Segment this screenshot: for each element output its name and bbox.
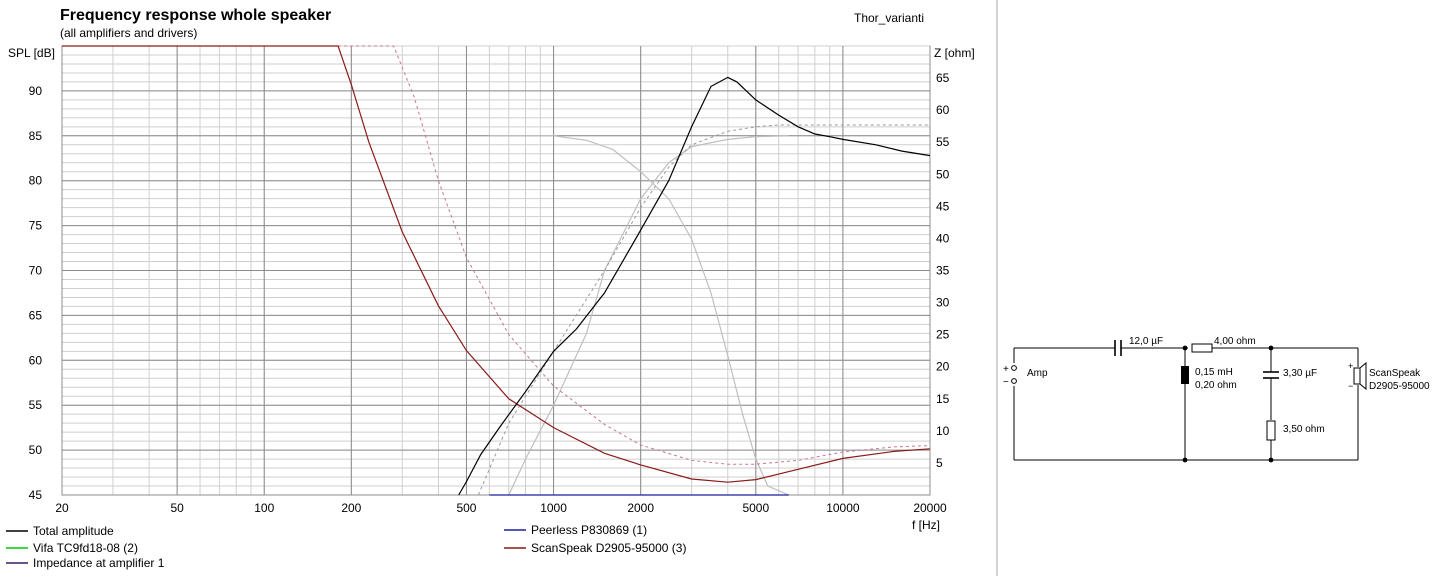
x-axis-label: f [Hz] xyxy=(912,518,940,532)
resistor-r1[interactable]: 4,00 ohm xyxy=(1191,336,1256,353)
y-tick-label: 50 xyxy=(29,443,43,457)
y-axis-label: SPL [dB] xyxy=(8,46,55,60)
driver-plus-sign: + xyxy=(1348,361,1353,371)
capacitor-c1-value: 12,0 µF xyxy=(1129,336,1163,347)
inductor-l1[interactable]: 0,15 mH 0,20 ohm xyxy=(1181,366,1237,391)
y2-tick-label: 25 xyxy=(936,328,950,342)
legend-label: Vifa TC9fd18-08 (2) xyxy=(33,541,138,555)
resistor-r2[interactable]: 3,50 ohm xyxy=(1266,420,1325,441)
y-tick-label: 85 xyxy=(29,129,43,143)
schematic-wires xyxy=(1013,347,1359,461)
legend: Total amplitude Peerless P830869 (1) Vifa … xyxy=(6,523,686,570)
x-tick-label: 20000 xyxy=(913,501,947,515)
junction-dot xyxy=(1268,457,1274,463)
y-tick-label: 80 xyxy=(29,174,43,188)
inductor-l1-value: 0,15 mH xyxy=(1195,367,1233,378)
series-scanspeak-response xyxy=(508,135,789,496)
amp-label: Amp xyxy=(1027,368,1048,379)
x-tick-label: 100 xyxy=(254,501,274,515)
y-tick-label: 45 xyxy=(29,488,43,502)
panel-divider[interactable] xyxy=(996,0,998,576)
y-tick-label: 65 xyxy=(29,308,43,322)
ticks-layer: 45 50 55 60 65 70 75 80 85 90 5 10 15 20 25 30 35 40 45 50 5… xyxy=(29,71,950,515)
chart-panel: Frequency response whole speaker (all am… xyxy=(6,7,975,570)
series-total-amplitude xyxy=(458,76,931,496)
y2-tick-label: 10 xyxy=(936,424,950,438)
frequency-response-chart: Frequency response whole speaker (all am… xyxy=(6,7,975,570)
y2-axis-label: Z [ohm] xyxy=(934,46,975,60)
x-tick-label: 1000 xyxy=(540,501,567,515)
y2-tick-label: 45 xyxy=(936,199,950,213)
series-impedance-scanspeak xyxy=(62,45,931,483)
y-tick-label: 55 xyxy=(29,398,43,412)
driver-model: D2905-95000 xyxy=(1369,381,1430,392)
capacitor-c1[interactable]: 12,0 µF xyxy=(1114,336,1163,356)
legend-label: Peerless P830869 (1) xyxy=(531,523,647,537)
x-tick-label: 2000 xyxy=(627,501,654,515)
junction-dot xyxy=(1182,345,1188,351)
resistor-r2-value: 3,50 ohm xyxy=(1283,424,1325,435)
project-name: Thor_varianti xyxy=(854,11,924,25)
y2-tick-label: 65 xyxy=(936,71,950,85)
y2-tick-label: 30 xyxy=(936,296,950,310)
x-tick-label: 10000 xyxy=(826,501,860,515)
x-tick-label: 20 xyxy=(55,501,69,515)
junction-dot xyxy=(1268,345,1274,351)
legend-label: Impedance at amplifier 1 xyxy=(33,556,165,570)
grid-layer xyxy=(61,45,931,496)
legend-label: ScanSpeak D2905-95000 (3) xyxy=(531,541,686,555)
x-tick-label: 5000 xyxy=(742,501,769,515)
crossover-schematic: 12,0 µF 4,00 ohm 0,15 mH 0,20 ohm 3,30 µ… xyxy=(1003,336,1430,463)
y2-tick-label: 40 xyxy=(936,231,950,245)
y2-tick-label: 5 xyxy=(936,456,943,470)
y2-tick-label: 55 xyxy=(936,135,950,149)
y-tick-label: 60 xyxy=(29,353,43,367)
chart-title: Frequency response whole speaker xyxy=(60,7,331,24)
y-tick-label: 70 xyxy=(29,264,43,278)
capacitor-c2-value: 3,30 µF xyxy=(1283,368,1317,379)
x-tick-label: 200 xyxy=(341,501,361,515)
crossover-schematic-panel: 12,0 µF 4,00 ohm 0,15 mH 0,20 ohm 3,30 µ… xyxy=(998,0,1446,576)
resistor-r1-value: 4,00 ohm xyxy=(1214,336,1256,347)
y-tick-label: 90 xyxy=(29,84,43,98)
amp-plus-sign: + xyxy=(1003,364,1009,375)
junction-dot xyxy=(1182,457,1188,463)
y2-tick-label: 15 xyxy=(936,392,950,406)
series-layer xyxy=(62,45,931,496)
series-vifa-response xyxy=(489,135,790,496)
amp-terminals[interactable]: + − Amp xyxy=(1003,364,1048,388)
y2-tick-label: 60 xyxy=(936,103,950,117)
y-tick-label: 75 xyxy=(29,219,43,233)
inductor-l1-dcr: 0,20 ohm xyxy=(1195,380,1237,391)
capacitor-c2[interactable]: 3,30 µF xyxy=(1263,368,1317,379)
legend-label: Total amplitude xyxy=(33,524,114,538)
driver-name: ScanSpeak xyxy=(1369,368,1421,379)
x-tick-label: 50 xyxy=(170,501,184,515)
y2-tick-label: 50 xyxy=(936,167,950,181)
driver-minus-sign: − xyxy=(1348,381,1353,391)
y2-tick-label: 35 xyxy=(936,264,950,278)
y2-tick-label: 20 xyxy=(936,360,950,374)
chart-subtitle: (all amplifiers and drivers) xyxy=(60,26,197,40)
x-tick-label: 500 xyxy=(456,501,476,515)
amp-minus-sign: − xyxy=(1003,377,1009,388)
tweeter-driver[interactable]: + − ScanSpeak D2905-95000 xyxy=(1348,361,1430,392)
